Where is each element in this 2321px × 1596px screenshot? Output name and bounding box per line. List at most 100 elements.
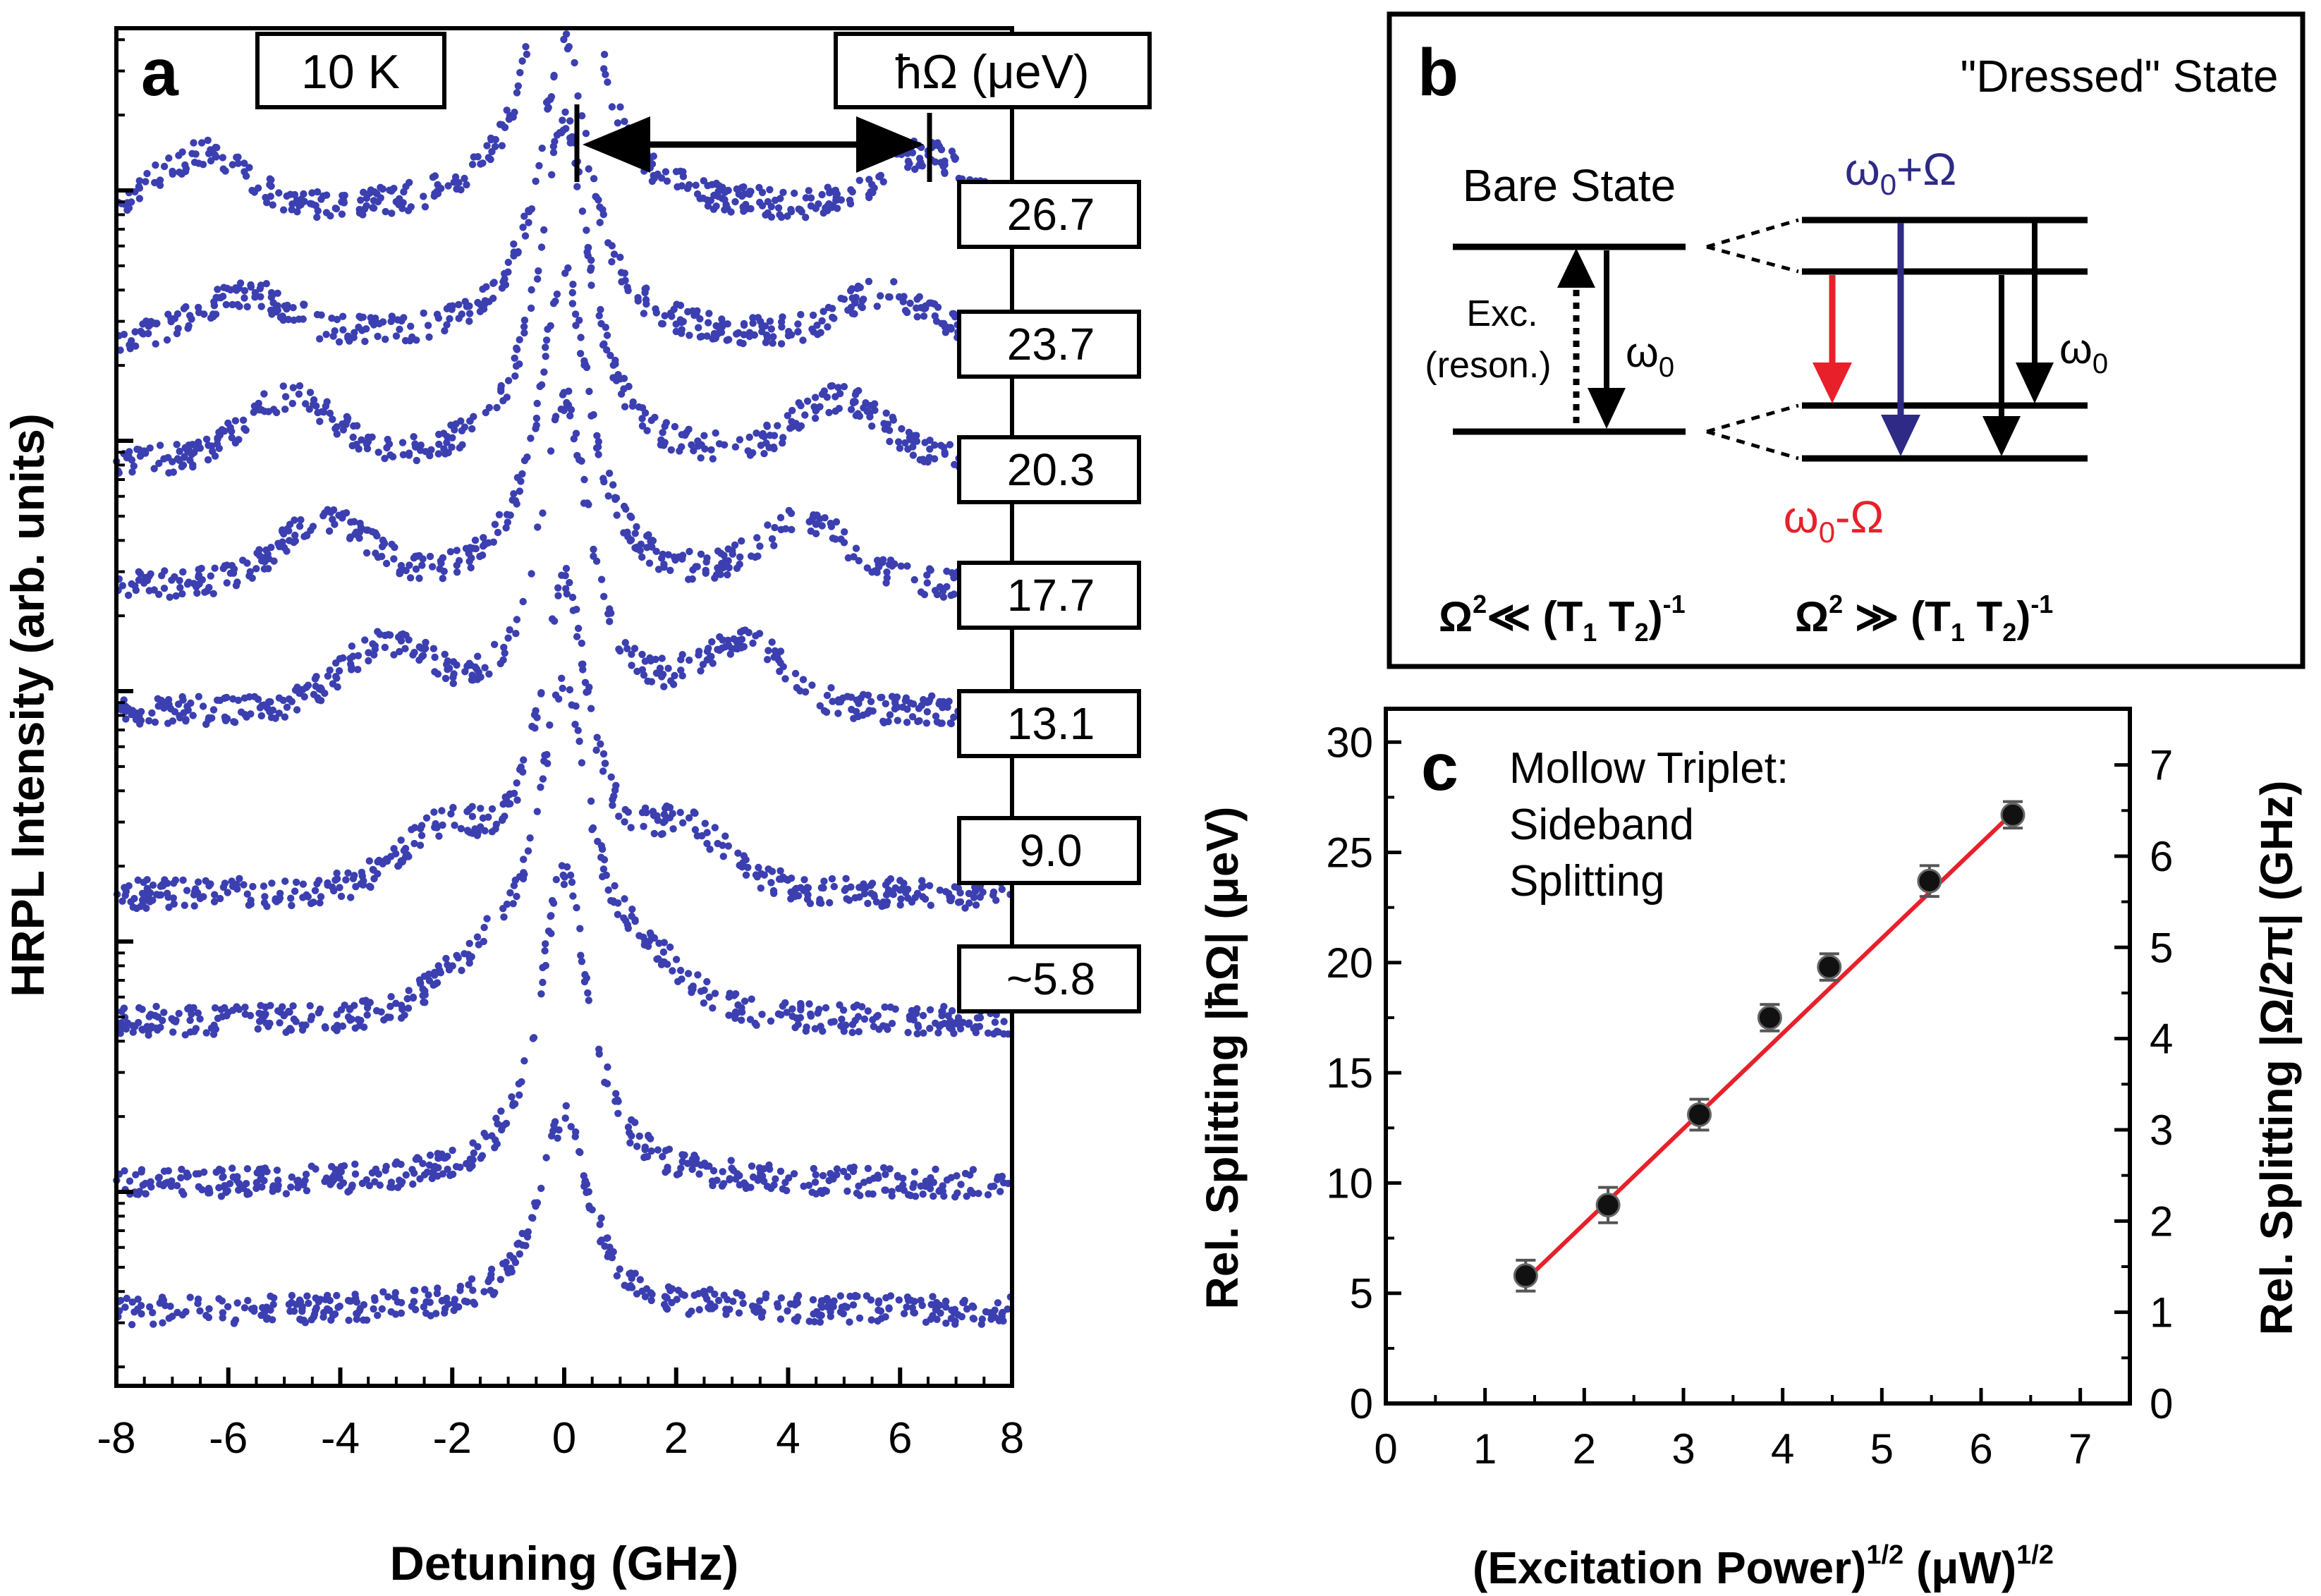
x-tick-label: 8 (1000, 1414, 1024, 1463)
data-point (909, 451, 918, 459)
data-point (614, 910, 622, 918)
data-point (207, 572, 214, 580)
data-point (331, 205, 339, 212)
data-point (568, 593, 577, 602)
data-point (834, 384, 842, 391)
data-point (724, 186, 732, 195)
data-point (468, 1275, 476, 1283)
y2-tick-label: 1 (2150, 1289, 2173, 1336)
data-point (836, 1001, 843, 1009)
data-point (987, 1310, 995, 1318)
data-point (449, 674, 457, 681)
data-point (514, 82, 522, 90)
data-point (569, 892, 577, 900)
data-point (921, 895, 930, 903)
data-point (810, 1310, 817, 1318)
data-point (205, 441, 212, 449)
data-point (247, 896, 255, 904)
data-point (365, 1182, 373, 1190)
data-point (494, 1120, 501, 1128)
data-point (841, 528, 848, 536)
data-point (811, 394, 820, 401)
data-marker (1513, 1263, 1538, 1289)
data-point (520, 329, 528, 337)
data-point (388, 209, 396, 217)
data-point (488, 805, 497, 813)
data-point (415, 1155, 423, 1163)
data-point (884, 877, 892, 886)
data-point (855, 884, 863, 891)
data-point (138, 1025, 146, 1033)
data-point (324, 1291, 331, 1300)
data-point (972, 901, 980, 909)
data-point (291, 531, 299, 540)
data-point (384, 1293, 392, 1301)
data-point (535, 162, 543, 170)
data-point (705, 310, 713, 317)
data-point-2 (1595, 1186, 1621, 1224)
data-point (444, 182, 452, 190)
data-point (488, 1132, 496, 1140)
data-point (409, 651, 417, 659)
excitation-arrow-head (1557, 248, 1595, 288)
data-point (344, 869, 352, 877)
data-point (138, 1168, 145, 1176)
data-point (903, 718, 911, 726)
data-point (871, 406, 879, 414)
data-point (700, 432, 708, 439)
data-point (310, 396, 318, 404)
data-point (274, 1007, 282, 1015)
data-point (485, 154, 492, 162)
data-point (286, 1008, 293, 1016)
data-point (434, 450, 442, 458)
data-point (189, 461, 197, 469)
data-point (953, 1172, 961, 1180)
data-point (626, 1139, 634, 1147)
data-point (624, 1123, 633, 1131)
data-point (561, 1114, 569, 1122)
data-point (453, 951, 461, 960)
data-point (758, 202, 767, 209)
data-point (204, 456, 212, 464)
data-point (466, 829, 474, 836)
data-point (634, 297, 642, 305)
data-point (731, 1009, 739, 1018)
data-point (240, 294, 248, 302)
data-point (608, 1254, 616, 1262)
data-point (621, 818, 628, 826)
data-point (539, 509, 547, 517)
data-point (492, 135, 499, 144)
data-point (702, 569, 709, 577)
data-point (531, 1199, 539, 1207)
data-point (269, 1300, 277, 1308)
data-point (574, 92, 582, 100)
legend-title: ħΩ (μeV) (895, 45, 1089, 99)
data-point (310, 1310, 319, 1318)
data-point (911, 1193, 920, 1200)
data-point (499, 1121, 507, 1130)
data-point (998, 1312, 1006, 1321)
data-point (164, 1166, 172, 1175)
data-point (548, 615, 556, 623)
data-point (261, 558, 269, 566)
data-point (720, 441, 729, 449)
data-point (142, 1190, 150, 1198)
data-point (360, 188, 367, 196)
data-point (554, 592, 562, 599)
data-point (520, 855, 528, 863)
data-point (190, 902, 198, 910)
data-point (276, 1019, 284, 1027)
data-point (870, 1023, 878, 1030)
data-point (329, 415, 336, 423)
data-point (573, 183, 581, 190)
data-point (425, 1161, 434, 1169)
data-point (766, 1165, 774, 1174)
data-point (518, 470, 526, 478)
data-point (696, 195, 704, 202)
data-point (269, 706, 277, 714)
data-point (783, 1009, 791, 1016)
data-point (163, 336, 171, 344)
data-point (235, 1006, 243, 1013)
data-point (257, 1311, 265, 1320)
data-point (192, 1025, 200, 1032)
